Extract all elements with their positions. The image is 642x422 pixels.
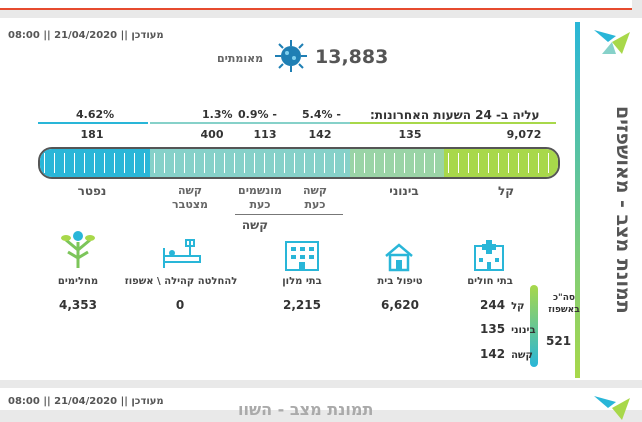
severe-group-label: קשה: [241, 218, 269, 232]
cat-severe-now: קשה כעת: [303, 184, 327, 211]
cat-ventilated: מונשמים כעת: [238, 184, 282, 211]
hospital-row-severe: 142 קשה: [480, 347, 533, 361]
hospital-icon: [474, 240, 504, 271]
hospital-row-value: 142: [480, 347, 506, 361]
recovered-tree-icon: [61, 231, 95, 268]
confirmed-summary: מאומתים 13,883: [215, 38, 389, 76]
label-decision: להחלטה קהילה \ אשפוז: [124, 276, 238, 287]
count-moderate: 135: [398, 128, 422, 141]
pct-ventilated: 0.9% -: [238, 108, 277, 121]
value-recovered: 4,353: [59, 298, 97, 312]
gradient-divider: [575, 22, 580, 378]
count-mild: 9,072: [506, 128, 542, 141]
pct-severe-cum: 1.3%: [202, 108, 233, 121]
next-card-preview: מעודכן || 21/04/2020 || 08:00 תמונת מצב …: [0, 388, 642, 420]
label-recovered: מחלימים: [57, 276, 99, 287]
house-icon: [385, 243, 413, 272]
cat-moderate: בינוני: [389, 184, 419, 198]
count-severe-now: 142: [308, 128, 332, 141]
severe-group-line: [235, 214, 343, 215]
bar-segment-mild: [444, 149, 558, 177]
confirmed-label: מאומתים: [217, 52, 264, 65]
sidebar-panel: [570, 18, 642, 380]
label-hotels: בתי מלון: [282, 276, 322, 287]
logo-icon: [594, 30, 630, 54]
count-dead: 181: [80, 128, 104, 141]
next-updated-timestamp: מעודכן || 21/04/2020 || 08:00: [8, 396, 164, 407]
rule-teal: [150, 122, 350, 124]
hospital-row-value: 244: [480, 298, 506, 312]
value-decision: 0: [175, 298, 185, 312]
hospital-row-value: 135: [480, 322, 506, 336]
hospital-row-moderate: 135 בינוני: [480, 322, 536, 336]
hospital-row-label: קל: [511, 301, 525, 312]
bar-segment-severe: [150, 149, 350, 177]
hospital-bed-icon: [163, 239, 201, 268]
count-ventilated: 113: [253, 128, 277, 141]
hospital-row-mild: 244 קל: [480, 298, 524, 312]
bar-segment-moderate: [350, 149, 444, 177]
sidebar-title: תמונת מצב - מאושפזים: [612, 106, 634, 314]
severity-bar: [38, 147, 560, 179]
rule-green: [350, 122, 556, 124]
cat-severe-cum: קשה מצטבר: [172, 184, 208, 211]
hospital-row-label: קשה: [511, 350, 533, 361]
rule-blue: [38, 122, 148, 124]
hospital-row-label: בינוני: [511, 325, 536, 336]
label-hospitals: בתי חולים: [467, 276, 513, 287]
label-home-care: טיפול בית: [377, 276, 423, 287]
hotel-icon: [285, 241, 319, 271]
value-hotels: 2,215: [283, 298, 321, 312]
rise-title: עליה ב- 24 השעות האחרונות:: [370, 108, 540, 122]
previous-card-edge: [0, 0, 632, 10]
confirmed-value: 13,883: [315, 46, 389, 68]
pct-dead: 4.62%: [76, 108, 115, 121]
hospital-total-value: 521: [546, 334, 572, 348]
pct-severe-now: 5.4% -: [302, 108, 341, 121]
next-logo-icon: [594, 396, 630, 420]
cat-dead: נפטר: [77, 184, 107, 198]
cat-mild: קל: [497, 184, 515, 198]
value-home-care: 6,620: [381, 298, 419, 312]
status-card: [0, 18, 580, 380]
count-severe-cum: 400: [200, 128, 224, 141]
hospital-total-title: סה"כ באשפוז: [548, 293, 580, 315]
virus-icon: [275, 40, 307, 72]
bar-segment-dead: [40, 149, 150, 177]
updated-timestamp: מעודכן || 21/04/2020 || 08:00: [8, 30, 164, 41]
hospital-gradient-bar: [530, 285, 538, 367]
